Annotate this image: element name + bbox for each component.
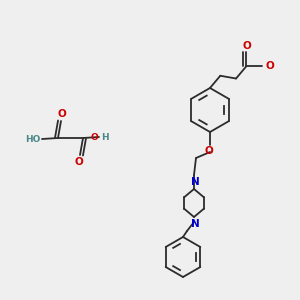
Text: O: O [243, 41, 252, 51]
Text: N: N [190, 177, 200, 187]
Text: H: H [101, 133, 109, 142]
Text: O: O [90, 133, 98, 142]
Text: O: O [265, 61, 274, 71]
Text: HO: HO [25, 134, 40, 143]
Text: O: O [58, 109, 66, 119]
Text: O: O [75, 157, 83, 167]
Text: O: O [205, 146, 213, 156]
Text: N: N [190, 219, 200, 229]
